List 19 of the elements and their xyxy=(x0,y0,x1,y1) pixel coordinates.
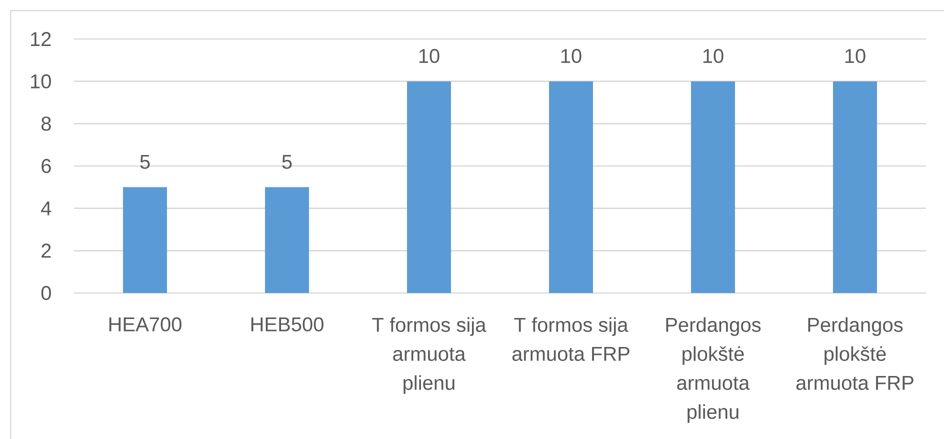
x-tick-label: Perdangos plokštė armuota FRP xyxy=(796,317,914,390)
x-tick-label: HEA700 xyxy=(109,317,182,332)
data-label: 5 xyxy=(140,154,150,169)
data-label: 5 xyxy=(282,154,292,169)
x-tick-label: Perdangos plokštė armuota plienu xyxy=(666,317,761,423)
data-label: 10 xyxy=(561,48,582,64)
y-tick-label: 0 xyxy=(41,286,51,300)
y-tick-label: 6 xyxy=(42,158,51,174)
x-tick-label: HEB500 xyxy=(251,317,324,332)
y-tick-label: 4 xyxy=(41,201,52,216)
y-tick-label: 12 xyxy=(31,32,51,46)
x-tick-label: T formos sija armuota FRP xyxy=(512,317,630,361)
data-label: 10 xyxy=(845,48,866,64)
x-tick-label: T formos sija armuota plienu xyxy=(372,317,486,394)
data-label: 10 xyxy=(703,48,724,64)
data-label: 10 xyxy=(419,48,440,64)
y-tick-label: 8 xyxy=(41,116,51,131)
y-tick-label: 10 xyxy=(31,74,51,88)
y-tick-label: 2 xyxy=(42,244,51,258)
